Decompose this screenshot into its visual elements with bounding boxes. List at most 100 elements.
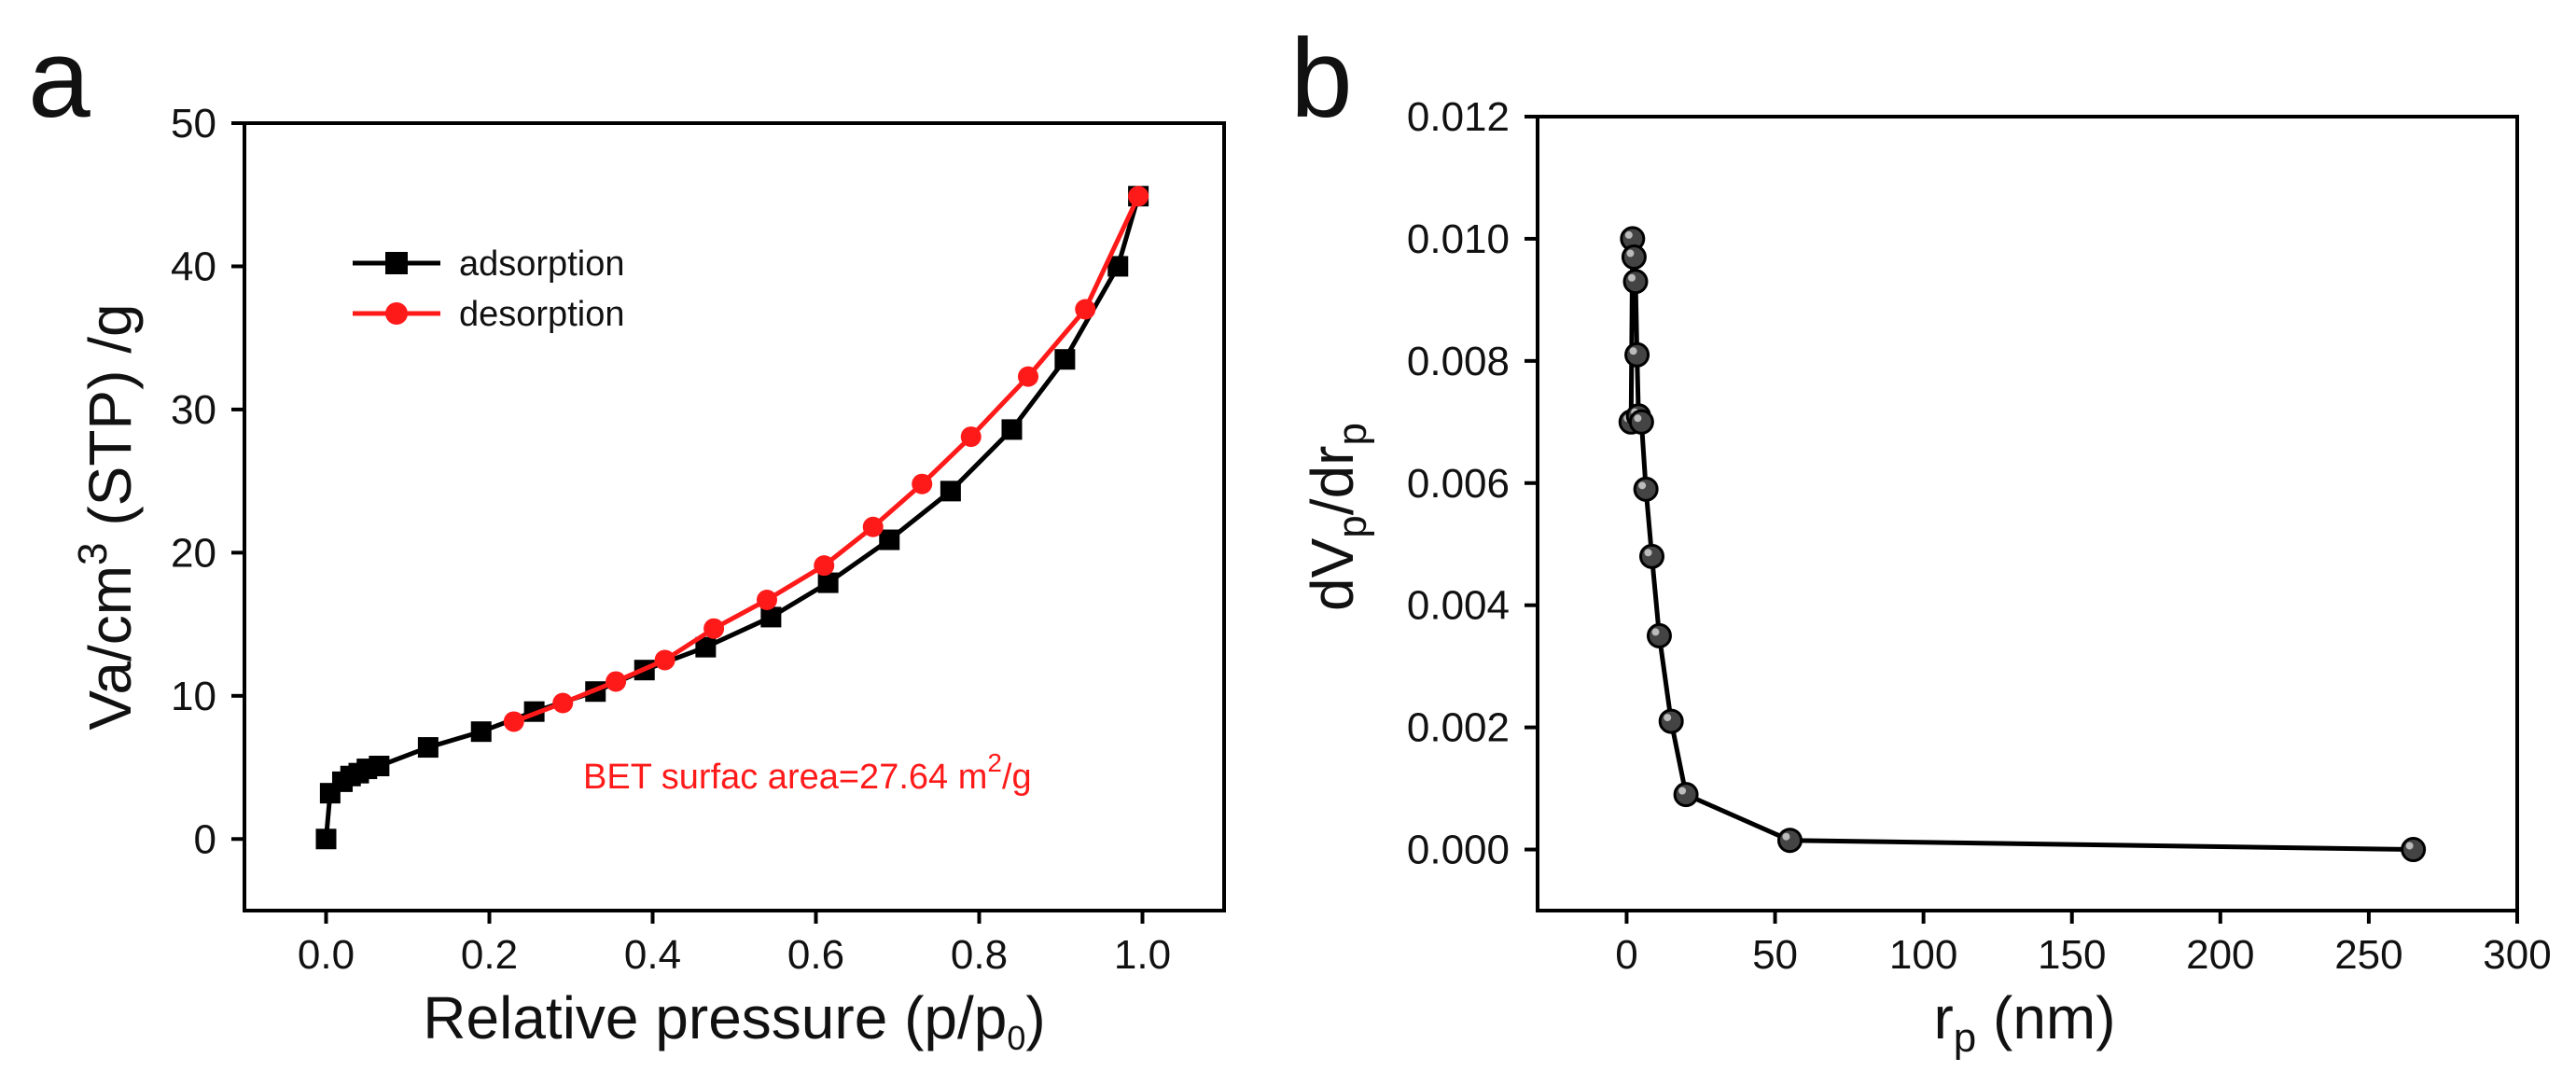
panel-a-y-tick-label: 0 <box>194 816 216 862</box>
legend-label-desorption: desorption <box>459 295 624 334</box>
x-axis-label-a-sub: 0 <box>1007 1019 1025 1057</box>
y-axis-label-b-b: /dr <box>1299 446 1366 516</box>
panel-a-y-tick-label: 40 <box>171 244 216 289</box>
x-axis-label-b-main: r <box>1933 984 1953 1051</box>
bet-annotation-main: BET surfac area=27.64 m <box>583 758 987 797</box>
bet-annotation: BET surfac area=27.64 m2/g <box>583 748 1032 797</box>
y-axis-label-a: Va/cm3 (STP) /g <box>70 303 144 730</box>
panel-label-a: a <box>28 16 91 141</box>
panel-b-data-point-highlight <box>1634 414 1642 423</box>
panel-b-y-tick-label: 0.008 <box>1407 339 1510 384</box>
panel-b-series-line-0 <box>1628 236 2414 853</box>
series-a <box>315 186 1149 850</box>
panel-b-data-point <box>1639 543 1664 569</box>
panel-b-x-tick-label: 50 <box>1752 932 1798 978</box>
panel-b-data-point-highlight <box>1626 249 1635 258</box>
panel-b-data-point-highlight <box>2405 842 2414 850</box>
panel-b-data-point-highlight <box>1651 628 1660 636</box>
panel-a-x-tick-label: 0.2 <box>461 932 518 978</box>
legend-marker-adsorption <box>385 252 408 274</box>
panel-a-y-tick-label: 30 <box>171 387 216 433</box>
panel-a-series-line-0 <box>324 195 1141 840</box>
y-axis-label-b-sub1: p <box>1330 515 1375 537</box>
panel-label-b: b <box>1290 16 1353 141</box>
panel-b-data-point-highlight <box>1644 549 1652 557</box>
panel-b-data-point <box>1633 476 1659 502</box>
axis-ticks-a: 0.0 0.2 0.4 0.6 0.8 1.0 0 10 20 30 40 50 <box>171 101 1171 978</box>
panel-b-data-point-highlight <box>1664 714 1672 722</box>
panel-b-data-point <box>1624 341 1650 368</box>
panel-b-data-point-highlight <box>1629 347 1637 355</box>
panel-b-x-tick-label: 200 <box>2186 932 2254 978</box>
panel-b-data-point-highlight <box>1678 787 1687 795</box>
panel-b: b 0 50 100 150 200 250 300 0.000 0.002 0.004 0.006… <box>1290 16 2552 1061</box>
panel-a-data-point <box>695 636 717 658</box>
panel-b-x-tick-label: 300 <box>2483 932 2551 978</box>
panel-b-y-tick-label: 0.002 <box>1407 705 1510 751</box>
x-axis-label-a: Relative pressure (p/p0) <box>423 984 1045 1057</box>
panel-a-x-tick-label: 0.0 <box>298 932 355 978</box>
panel-b-x-tick-label: 250 <box>2334 932 2402 978</box>
legend-marker-desorption <box>385 302 408 325</box>
panel-a-data-point <box>369 756 390 777</box>
panel-b-data-point <box>1628 409 1654 435</box>
panel-a-data-point <box>912 473 933 494</box>
panel-a-x-tick-label: 0.6 <box>787 932 844 978</box>
panel-a-data-point <box>960 426 982 448</box>
y-axis-label-a-main: Va/cm <box>77 565 144 731</box>
panel-a-y-tick-label: 50 <box>171 101 216 146</box>
panel-b-x-tick-label: 150 <box>2038 932 2106 978</box>
panel-a-x-tick-label: 1.0 <box>1114 932 1171 978</box>
panel-b-y-tick-label: 0.010 <box>1407 216 1510 262</box>
panel-a-x-tick-label: 0.4 <box>624 932 681 978</box>
panel-a-data-point <box>417 737 439 759</box>
y-axis-label-b-sub2: p <box>1330 423 1375 445</box>
panel-b-data-point-highlight <box>1638 481 1647 490</box>
panel-a-data-point <box>757 590 777 611</box>
series-b <box>1618 226 2427 863</box>
panel-b-y-tick-label: 0.000 <box>1407 828 1510 873</box>
panel-a-data-point <box>862 516 884 537</box>
plot-frame-b <box>1536 115 2519 912</box>
panel-b-data-point <box>1776 828 1803 854</box>
panel-b-y-tick-label: 0.004 <box>1407 583 1510 629</box>
panel-a-data-point <box>814 555 835 577</box>
panel-a-x-tick-label: 0.8 <box>951 932 1008 978</box>
plot-frame-a <box>243 121 1226 912</box>
panel-a-data-point <box>1018 366 1038 387</box>
panel-a-data-point <box>940 480 961 502</box>
panel-a-data-point <box>1054 349 1076 370</box>
panel-a-data-point <box>315 828 337 850</box>
bet-annotation-rest: /g <box>1002 758 1032 797</box>
panel-b-data-point <box>1621 244 1647 271</box>
x-axis-label-b-sub: p <box>1954 1015 1976 1061</box>
panel-a-y-tick-label: 20 <box>171 530 216 576</box>
panel-a-data-point <box>606 671 627 692</box>
panel-b-data-point-highlight <box>1624 230 1633 239</box>
panel-a-data-point <box>470 721 492 743</box>
panel-b-data-point <box>1673 782 1699 808</box>
x-axis-label-b: rp (nm) <box>1933 984 2115 1061</box>
panel-a-data-point <box>1107 256 1129 277</box>
panel-a-data-point <box>1128 186 1149 207</box>
y-axis-label-a-sup: 3 <box>70 542 116 564</box>
panel-a-data-point <box>817 572 839 593</box>
x-axis-label-a-main: Relative pressure (p/p <box>423 984 1007 1051</box>
panel-a-data-point <box>503 711 524 732</box>
panel-a-data-point <box>703 618 725 639</box>
panel-a-data-point <box>1001 419 1023 440</box>
axis-ticks-b: 0 50 100 150 200 250 300 0.000 0.002 0.004 0.006 0.… <box>1407 94 2552 978</box>
legend-label-adsorption: adsorption <box>459 244 624 284</box>
panel-b-data-point <box>1658 708 1684 734</box>
panel-b-y-tick-label: 0.012 <box>1407 94 1510 140</box>
bet-annotation-sup: 2 <box>987 748 1002 777</box>
panel-b-data-point <box>2401 837 2427 863</box>
panel-a-data-point <box>879 529 900 550</box>
panel-b-x-tick-label: 100 <box>1889 932 1957 978</box>
y-axis-label-b: dVp/drp <box>1299 423 1375 611</box>
panel-b-y-tick-label: 0.006 <box>1407 461 1510 507</box>
panel-a-data-point <box>760 606 782 628</box>
x-axis-label-b-rest: (nm) <box>1976 984 2115 1051</box>
